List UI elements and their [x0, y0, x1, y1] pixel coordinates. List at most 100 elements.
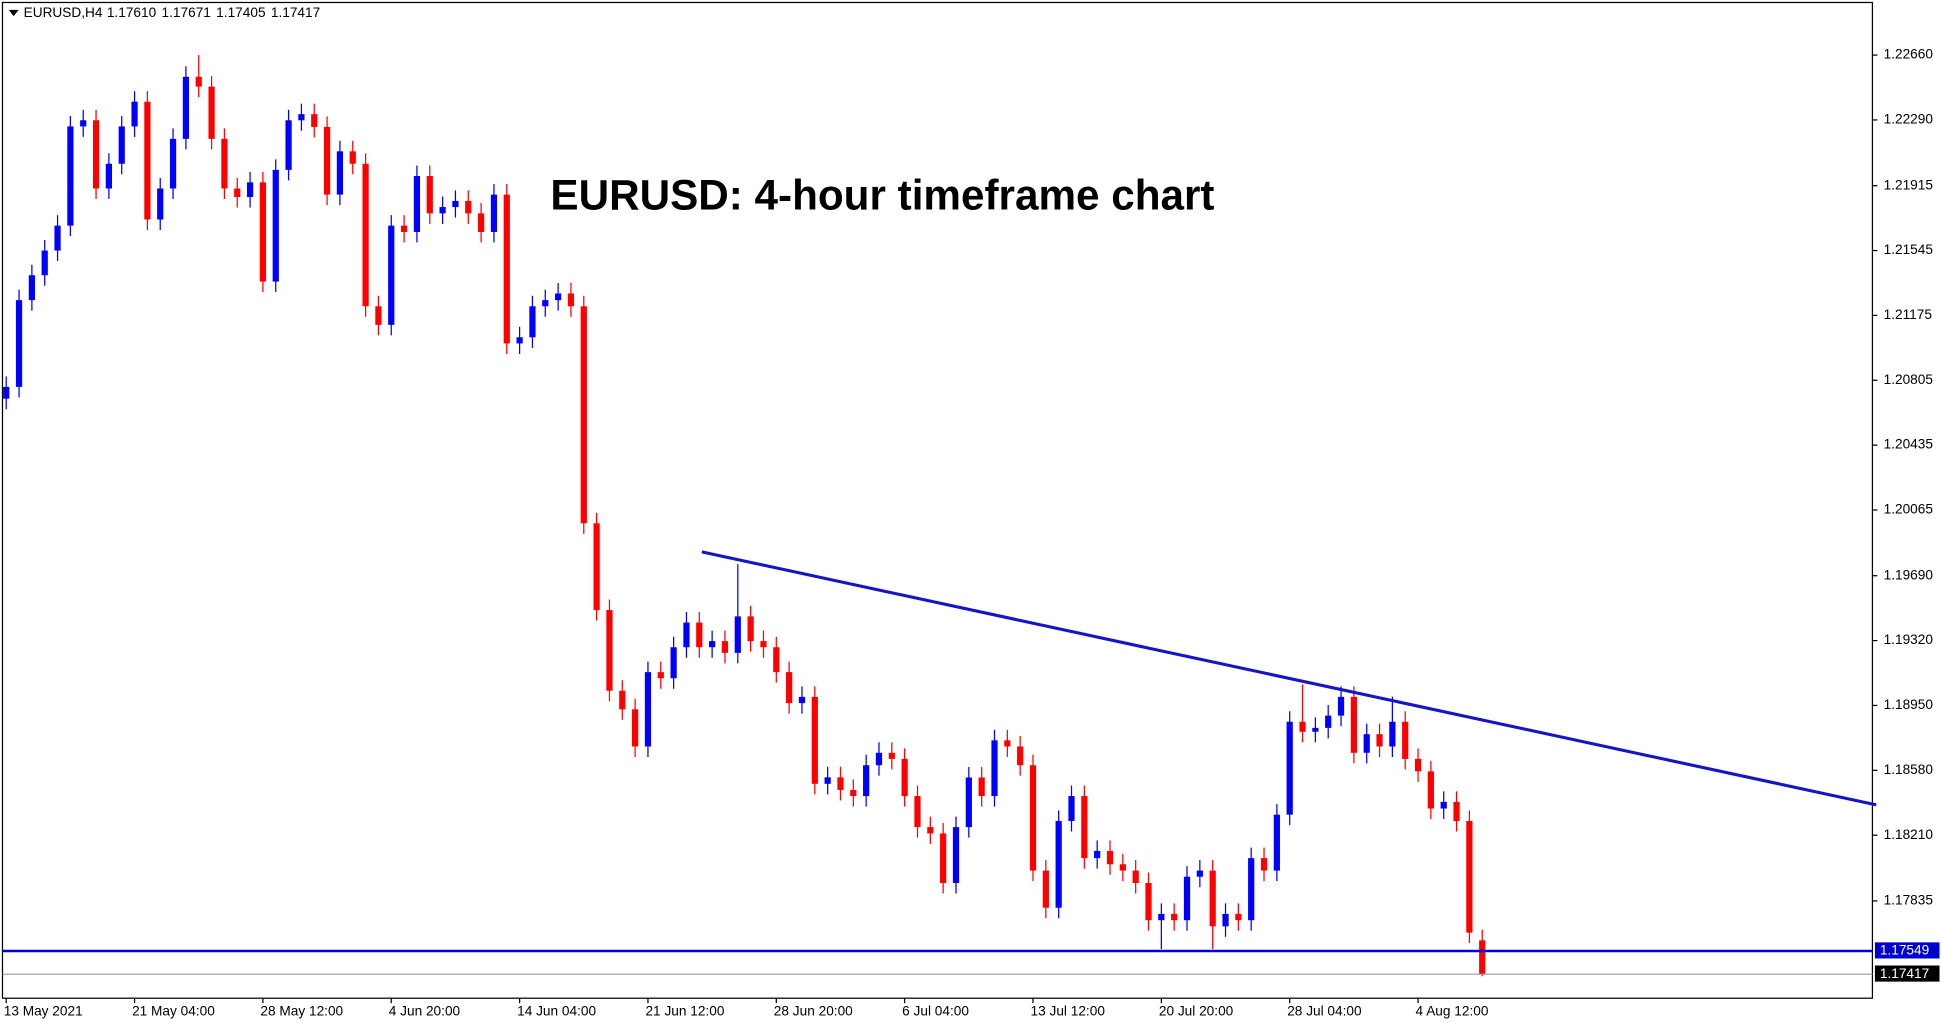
candle-body: [965, 777, 972, 828]
header-high: 1.17671: [162, 5, 211, 20]
candle-body: [400, 225, 408, 232]
candle-body: [323, 126, 331, 195]
candle-body: [41, 250, 48, 276]
y-tick-label: 1.17835: [1884, 893, 1934, 908]
candle-body: [875, 752, 883, 766]
x-tick-label: 6 Jul 04:00: [902, 1003, 969, 1018]
candle-body: [1248, 858, 1255, 921]
candle-body: [1414, 758, 1422, 772]
x-tick-label: 4 Jun 20:00: [389, 1003, 461, 1018]
candle-body: [1017, 746, 1024, 766]
candle-body: [67, 126, 74, 226]
y-tick-label: 1.20805: [1884, 372, 1934, 387]
candle-body: [388, 225, 395, 325]
candle-body: [657, 672, 664, 679]
candle-body: [1004, 740, 1011, 747]
candle-body: [670, 647, 677, 679]
candle-body: [1337, 696, 1345, 716]
candle-body: [952, 827, 960, 884]
x-tick-label: 21 Jun 12:00: [645, 1003, 724, 1018]
candle-body: [1363, 734, 1370, 753]
candle-body: [773, 647, 780, 673]
y-tick-label: 1.19690: [1884, 567, 1934, 582]
y-tick-label: 1.20435: [1884, 437, 1934, 452]
candle-body: [1183, 876, 1191, 921]
y-tick-label: 1.22660: [1884, 47, 1934, 62]
candle-body: [221, 138, 228, 189]
candle-body: [465, 200, 472, 214]
candle-body: [349, 151, 356, 164]
candle-body: [837, 777, 844, 790]
x-tick-label: 14 Jun 04:00: [517, 1003, 596, 1018]
candle-body: [1260, 858, 1268, 871]
candle-body: [901, 758, 908, 797]
x-tick-label: 20 Jul 20:00: [1159, 1003, 1234, 1018]
candle-body: [632, 709, 639, 747]
candle-body: [1222, 913, 1229, 927]
candle-body: [1453, 801, 1460, 821]
y-tick-label: 1.21545: [1884, 242, 1934, 257]
candle-body: [1171, 913, 1178, 921]
header-open: 1.17610: [107, 5, 157, 20]
candle-body: [1299, 721, 1306, 732]
x-tick-label: 4 Aug 12:00: [1416, 1003, 1489, 1018]
candle-body: [1286, 721, 1293, 815]
candle-body: [1325, 715, 1332, 728]
candle-body: [118, 126, 125, 164]
candle-body: [1479, 940, 1486, 975]
candle-body: [940, 833, 947, 884]
y-tick-label: 1.18210: [1884, 827, 1934, 842]
candle-body: [362, 163, 369, 307]
trendline: [701, 550, 1877, 807]
candle-body: [1055, 820, 1062, 908]
candle-body: [1158, 913, 1165, 921]
candle-body: [1042, 870, 1049, 908]
candle-body: [683, 622, 690, 648]
candle-body: [1350, 696, 1357, 753]
candle-body: [1068, 796, 1075, 821]
candle-body: [452, 200, 459, 208]
candle-body: [131, 101, 138, 127]
candle-body: [1376, 734, 1383, 747]
candle-body: [28, 275, 35, 301]
candle-body: [426, 176, 433, 214]
candle-body: [1402, 721, 1409, 759]
candle-body: [991, 740, 998, 797]
candle-body: [375, 306, 382, 325]
candle-body: [927, 827, 934, 834]
candle-body: [747, 616, 754, 642]
candle-body: [721, 641, 729, 653]
candle-body: [1427, 771, 1434, 809]
x-tick-label: 28 May 12:00: [260, 1003, 343, 1018]
candle-body: [850, 789, 857, 797]
candle-body: [3, 386, 10, 399]
candle-body: [555, 293, 562, 301]
candle-body: [760, 641, 767, 648]
y-tick-label: 1.18950: [1884, 697, 1934, 712]
candle-body: [978, 777, 985, 797]
candle-body: [1466, 820, 1473, 933]
plot-frame: [1, 1, 1874, 999]
header-close: 1.17417: [271, 5, 320, 20]
y-tick-label: 1.21175: [1884, 307, 1933, 322]
candle-body: [234, 188, 241, 198]
support-tag-label: 1.17549: [1880, 943, 1929, 958]
candle-body: [824, 777, 831, 784]
candle-body: [439, 207, 446, 214]
candle-body: [798, 696, 806, 704]
candle-body: [285, 120, 292, 170]
candle-body: [1389, 721, 1396, 747]
candle-body: [811, 696, 818, 784]
current-tag: [1874, 965, 1940, 982]
candle-body: [1106, 850, 1114, 865]
candle-body: [503, 194, 510, 344]
candle-body: [567, 293, 575, 307]
candle-body: [80, 120, 87, 127]
candle-body: [1119, 864, 1126, 871]
x-tick-label: 28 Jul 04:00: [1287, 1003, 1362, 1018]
candle-body: [272, 169, 279, 282]
x-tick-label: 13 May 2021: [4, 1003, 83, 1018]
x-tick-label: 21 May 04:00: [132, 1003, 215, 1018]
candle-body: [169, 138, 177, 189]
